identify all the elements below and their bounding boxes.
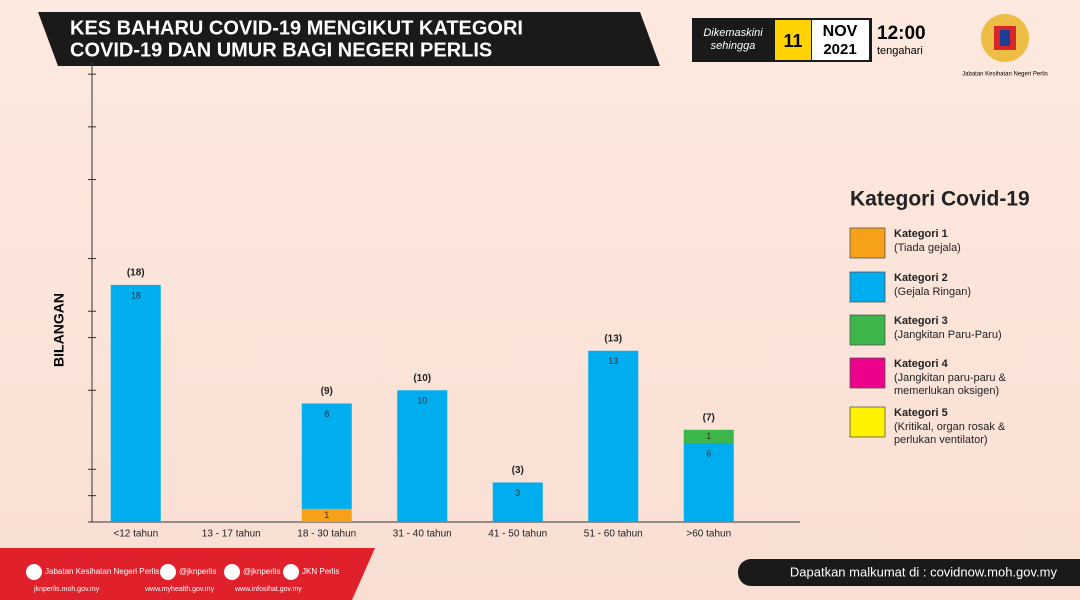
x-tick-label: 51 - 60 tahun: [584, 529, 643, 540]
segment-label: 1: [324, 510, 329, 520]
x-tick-label: <12 tahun: [113, 529, 158, 540]
total-label: (9): [321, 386, 333, 397]
title-line: KES BAHARU COVID-19 MENGIKUT KATEGORI: [70, 17, 523, 39]
updated-label: sehingga: [711, 40, 756, 52]
total-label: (3): [512, 465, 524, 476]
legend-description: (Gejala Ringan): [894, 286, 971, 298]
bar-segment: [492, 482, 543, 522]
month-box: [812, 20, 869, 60]
segment-label: 6: [706, 448, 711, 458]
y-axis-label: BILANGAN: [51, 293, 67, 367]
title-line: COVID-19 DAN UMUR BAGI NEGERI PERLIS: [70, 39, 492, 61]
legend-swatch: [849, 357, 886, 389]
legend-name: Kategori 5: [894, 407, 948, 419]
footer-site: www.infosihat.gov.my: [234, 586, 302, 593]
footer-youtube: JKN Perlis: [302, 567, 339, 576]
x-tick-label: >60 tahun: [686, 529, 731, 540]
agency: Jabatan Kesihatan Negeri Perlis: [962, 72, 1048, 78]
footer-info-bar: [738, 559, 1080, 586]
footer-facebook: Jabatan Kesihatan Negeri Perlis: [45, 567, 159, 576]
footer-twitter: @jknperlis: [179, 567, 216, 576]
date-year: 2021: [823, 41, 856, 58]
segment-label: 8: [324, 409, 329, 419]
total-label: (13): [604, 333, 622, 344]
legend-title: Kategori Covid-19: [850, 188, 1030, 211]
legend-description: (Jangkitan Paru-Paru): [894, 329, 1002, 341]
footer-instagram: @jknperlis: [243, 567, 280, 576]
legend-swatch: [849, 314, 886, 346]
footer-info: Dapatkan malkumat di : covidnow.moh.gov.…: [790, 564, 1058, 579]
instagram-icon: [224, 564, 240, 580]
legend-description: (Tiada gejala): [894, 242, 961, 254]
legend-name: Kategori 2: [894, 272, 948, 284]
legend-name: Kategori 3: [894, 315, 948, 327]
legend-name: Kategori 1: [894, 228, 948, 240]
segment-label: 13: [608, 356, 618, 366]
youtube-icon: [283, 564, 299, 580]
legend-swatch: [849, 227, 886, 259]
x-tick-label: 18 - 30 tahun: [297, 529, 356, 540]
footer-banner: [0, 548, 375, 600]
bar-segment: [588, 350, 639, 522]
bar-segment: [301, 403, 352, 509]
date-day: 11: [783, 31, 802, 51]
bar-segment: [301, 508, 352, 522]
legend-name: Kategori 4: [894, 358, 949, 370]
bar-segment: [110, 284, 161, 522]
time-label: tengahari: [877, 45, 923, 57]
time: 12:00: [877, 23, 926, 44]
total-label: (18): [127, 268, 145, 279]
total-label: (10): [413, 373, 431, 384]
crest: [981, 14, 1029, 62]
total-label: (7): [703, 412, 715, 423]
legend-swatch: [849, 271, 886, 303]
bar-segment: [683, 429, 734, 443]
x-tick-label: 41 - 50 tahun: [488, 529, 547, 540]
segment-label: 3: [515, 488, 520, 498]
title-banner: [38, 12, 660, 66]
footer-site: jknperlis.moh.gov.my: [33, 586, 100, 593]
x-tick-label: 13 - 17 tahun: [202, 529, 261, 540]
bar-segment: [683, 442, 734, 522]
updated-label: Dikemaskini: [703, 27, 763, 39]
footer-site: www.myhealth.gov.my: [144, 586, 215, 593]
segment-label: 10: [417, 396, 427, 406]
segment-label: 1: [706, 431, 711, 441]
bar-segment: [397, 390, 448, 522]
legend-swatch: [849, 406, 886, 438]
segment-label: 18: [131, 290, 141, 300]
legend-description: (Kritikal, organ rosak & perlukan ventila…: [894, 421, 1006, 446]
facebook-icon: [26, 564, 42, 580]
x-tick-label: 31 - 40 tahun: [393, 529, 452, 540]
twitter-icon: [160, 564, 176, 580]
date-month: NOV: [823, 23, 858, 40]
legend-description: (Jangkitan paru-paru & memerlukan oksigen…: [894, 372, 1007, 397]
calendar: [775, 20, 811, 60]
